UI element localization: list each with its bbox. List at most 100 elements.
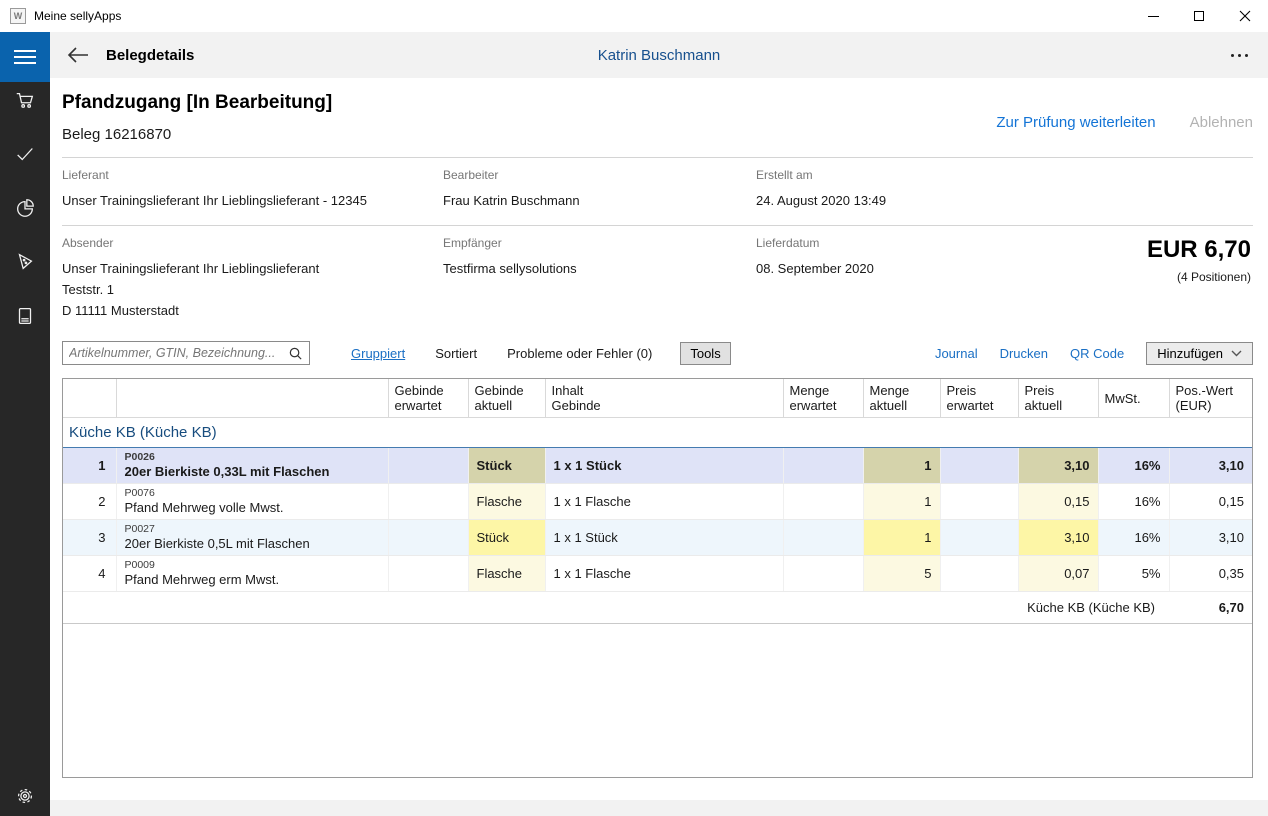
group-header-row: Küche KB (Küche KB)	[63, 417, 1252, 448]
menge-erwartet-cell	[783, 555, 864, 592]
menge-erwartet-cell	[783, 519, 864, 556]
inhalt-cell: 1 x 1 Stück	[545, 447, 784, 484]
book-icon	[18, 308, 32, 324]
field-absender: Absender Unser Trainingslieferant Ihr Li…	[62, 236, 443, 321]
chevron-down-icon	[1231, 350, 1242, 356]
page-header: Katrin Buschmann Belegdetails	[50, 32, 1268, 78]
article-cell: P0026 20er Bierkiste 0,33L mit Flaschen	[116, 447, 389, 484]
mwst-cell: 16%	[1098, 447, 1170, 484]
table-row[interactable]: 2 P0076 Pfand Mehrweg volle Mwst. Flasch…	[63, 483, 1252, 520]
field-lieferant: Lieferant Unser Trainingslieferant Ihr L…	[62, 168, 443, 211]
gebinde-aktuell-cell[interactable]: Flasche	[468, 483, 546, 520]
menge-aktuell-cell[interactable]: 1	[863, 447, 941, 484]
col-preis-aktuell: Preis aktuell	[1018, 379, 1099, 418]
search-input[interactable]	[69, 346, 288, 360]
col-article	[116, 379, 389, 418]
sidebar-item-statistics[interactable]	[0, 194, 50, 222]
grouped-toggle[interactable]: Gruppiert	[351, 345, 406, 361]
tools-button[interactable]: Tools	[680, 341, 731, 365]
settings-button[interactable]	[0, 782, 50, 810]
gebinde-erwartet-cell	[388, 447, 469, 484]
preis-erwartet-cell	[940, 519, 1019, 556]
preis-erwartet-cell	[940, 447, 1019, 484]
col-number	[63, 379, 117, 418]
more-options-button[interactable]	[1225, 40, 1254, 70]
preis-aktuell-cell[interactable]: 0,15	[1018, 483, 1099, 520]
bottom-strip	[50, 800, 1268, 816]
col-menge-aktuell: Menge aktuell	[863, 379, 941, 418]
sorted-toggle[interactable]: Sortiert	[435, 345, 478, 361]
article-code: P0026	[124, 451, 155, 463]
field-value: Teststr. 1	[62, 282, 115, 297]
titlebar: W Meine sellyApps	[0, 0, 1268, 32]
field-lieferdatum: Lieferdatum 08. September 2020	[756, 236, 1147, 321]
reject-button[interactable]: Ablehnen	[1189, 114, 1253, 131]
document-number: Beleg 16216870	[62, 126, 172, 143]
preis-aktuell-cell[interactable]: 3,10	[1018, 519, 1099, 556]
article-cell: P0027 20er Bierkiste 0,5L mit Flaschen	[116, 519, 389, 556]
col-preis-erwartet: Preis erwartet	[940, 379, 1019, 418]
item-toolbar: Gruppiert Sortiert Probleme oder Fehler …	[62, 341, 1253, 365]
gebinde-aktuell-cell[interactable]: Stück	[468, 519, 546, 556]
menge-aktuell-cell[interactable]: 1	[863, 519, 941, 556]
article-cell: P0076 Pfand Mehrweg volle Mwst.	[116, 483, 389, 520]
gebinde-aktuell-cell[interactable]: Stück	[468, 447, 546, 484]
row-number: 3	[63, 519, 117, 556]
close-button[interactable]	[1222, 0, 1268, 32]
field-label: Bearbeiter	[443, 168, 499, 182]
field-value: Unser Trainingslieferant Ihr Lieblingsli…	[62, 193, 367, 208]
search-icon[interactable]	[288, 346, 303, 361]
add-button[interactable]: Hinzufügen	[1146, 341, 1253, 365]
positions-table: Gebinde erwartet Gebinde aktuell Inhalt Geb…	[62, 378, 1253, 778]
table-row[interactable]: 1 P0026 20er Bierkiste 0,33L mit Flasche…	[63, 447, 1252, 484]
maximize-button[interactable]	[1176, 0, 1222, 32]
menge-aktuell-cell[interactable]: 1	[863, 483, 941, 520]
field-label: Empfänger	[443, 236, 502, 250]
hamburger-menu-button[interactable]	[0, 32, 50, 82]
sidebar	[0, 32, 50, 816]
preis-aktuell-cell[interactable]: 3,10	[1018, 447, 1099, 484]
close-icon	[1239, 10, 1251, 22]
inhalt-cell: 1 x 1 Flasche	[545, 483, 784, 520]
maximize-icon	[1194, 11, 1204, 21]
gear-icon	[17, 788, 33, 804]
col-menge-erwartet: Menge erwartet	[783, 379, 864, 418]
sidebar-item-cart[interactable]	[0, 86, 50, 114]
cart-icon	[16, 92, 34, 108]
back-button[interactable]	[58, 35, 98, 75]
inhalt-cell: 1 x 1 Stück	[545, 519, 784, 556]
article-code: P0009	[124, 559, 155, 571]
print-link[interactable]: Drucken	[999, 345, 1049, 361]
forward-for-review-button[interactable]: Zur Prüfung weiterleiten	[996, 114, 1156, 131]
field-value: 08. September 2020	[756, 261, 874, 276]
window-controls	[1130, 0, 1268, 32]
col-mwst: MwSt.	[1098, 379, 1170, 418]
journal-link[interactable]: Journal	[934, 345, 978, 361]
mwst-cell: 16%	[1098, 519, 1170, 556]
row-number: 1	[63, 447, 117, 484]
sidebar-item-catalog[interactable]	[0, 302, 50, 330]
app-title: Meine sellyApps	[34, 9, 122, 23]
preis-aktuell-cell[interactable]: 0,07	[1018, 555, 1099, 592]
minimize-icon	[1147, 15, 1159, 17]
table-row[interactable]: 3 P0027 20er Bierkiste 0,5L mit Flaschen…	[63, 519, 1252, 556]
field-label: Lieferant	[62, 168, 109, 182]
pie-chart-icon	[17, 199, 34, 217]
back-arrow-icon	[67, 47, 88, 63]
pos-wert-cell: 3,10	[1169, 447, 1252, 484]
checkmark-icon	[17, 148, 33, 161]
menge-aktuell-cell[interactable]: 5	[863, 555, 941, 592]
problems-filter[interactable]: Probleme oder Fehler (0)	[507, 345, 653, 361]
field-value: Testfirma sellysolutions	[443, 261, 577, 276]
col-gebinde-erwartet: Gebinde erwartet	[388, 379, 469, 418]
content-area: Pfandzugang [In Bearbeitung] Beleg 16216…	[50, 78, 1268, 800]
gebinde-aktuell-cell[interactable]: Flasche	[468, 555, 546, 592]
minimize-button[interactable]	[1130, 0, 1176, 32]
field-value: Frau Katrin Buschmann	[443, 193, 580, 208]
sidebar-item-offers[interactable]	[0, 248, 50, 276]
pos-wert-cell: 3,10	[1169, 519, 1252, 556]
qr-code-link[interactable]: QR Code	[1070, 345, 1125, 361]
table-row[interactable]: 4 P0009 Pfand Mehrweg erm Mwst. Flasche …	[63, 555, 1252, 592]
sidebar-item-tasks[interactable]	[0, 140, 50, 168]
group-total-row: Küche KB (Küche KB) 6,70	[63, 591, 1252, 624]
